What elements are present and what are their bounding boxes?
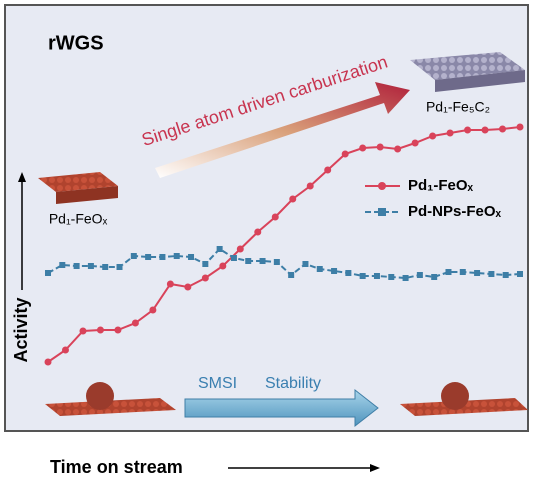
axis-arrow [370,464,380,472]
data-point [359,273,366,279]
data-point [502,272,509,278]
data-point [166,280,174,288]
data-point [306,182,314,190]
catalyst-image [435,70,525,92]
legend-marker [378,182,386,190]
catalyst-image [38,172,118,192]
catalyst-image [400,398,528,416]
data-point [130,253,137,259]
arrow [155,82,410,178]
data-point [324,166,332,174]
data-point [45,270,51,276]
data-point [445,269,452,275]
data-point [73,263,80,269]
x-axis-label: Time on stream [50,457,183,477]
catalyst-image [86,382,114,410]
data-point [429,132,437,140]
data-point [459,269,466,275]
data-point [388,274,395,280]
data-point [102,264,109,270]
legend-label: Pd-NPs-FeOₓ [408,203,502,220]
arrow [184,388,379,428]
data-point [302,261,309,267]
data-point [149,306,157,314]
data-point [345,270,352,276]
data-point [114,326,122,334]
data-point [416,272,423,278]
data-point [273,259,280,265]
legend-label: Pd₁-FeOₓ [408,177,474,194]
data-point [131,319,139,327]
series-line [47,247,521,280]
catalyst-image [410,52,525,80]
data-point [201,274,209,282]
data-point [376,143,384,151]
data-point [481,126,489,134]
data-point [271,213,279,221]
data-point [96,326,104,334]
annotation: SMSI [198,375,237,392]
data-point [188,254,195,260]
catalyst-image [45,398,176,416]
data-point [116,264,123,270]
data-point [288,272,295,278]
data-point [245,258,252,264]
data-point [446,129,454,137]
data-point [517,271,523,277]
axis-arrow [18,172,26,182]
catalyst-image [441,382,469,410]
data-point [411,139,419,147]
data-point [431,274,438,280]
data-point [359,144,367,152]
data-point [373,273,380,279]
series-line [47,126,521,363]
data-point [230,255,237,261]
data-point [159,254,166,260]
data-point [184,283,192,291]
annotation: Pd₁-FeOₓ [49,211,108,227]
data-point [79,327,87,335]
annotation: Pd₁-Fe₅C₂ [426,99,490,115]
data-point [474,270,481,276]
data-point [173,253,180,259]
data-point [44,358,52,366]
data-point [488,271,495,277]
data-point [516,123,524,131]
data-point [341,150,349,158]
data-point [87,263,94,269]
y-axis-label: Activity [11,297,31,362]
data-point [145,254,152,260]
data-point [259,258,266,264]
data-point [202,261,209,267]
data-point [499,125,507,133]
data-point [236,245,244,253]
data-point [59,262,66,268]
data-point [61,346,69,354]
data-point [402,275,409,281]
annotation: Stability [265,375,321,392]
data-point [254,228,262,236]
data-point [216,246,223,252]
data-point [289,195,297,203]
title: rWGS [48,32,104,54]
data-point [219,262,227,270]
data-point [316,266,323,272]
data-point [394,145,402,153]
data-point [464,126,472,134]
data-point [331,268,338,274]
catalyst-image [56,186,118,204]
legend-marker [378,208,386,216]
